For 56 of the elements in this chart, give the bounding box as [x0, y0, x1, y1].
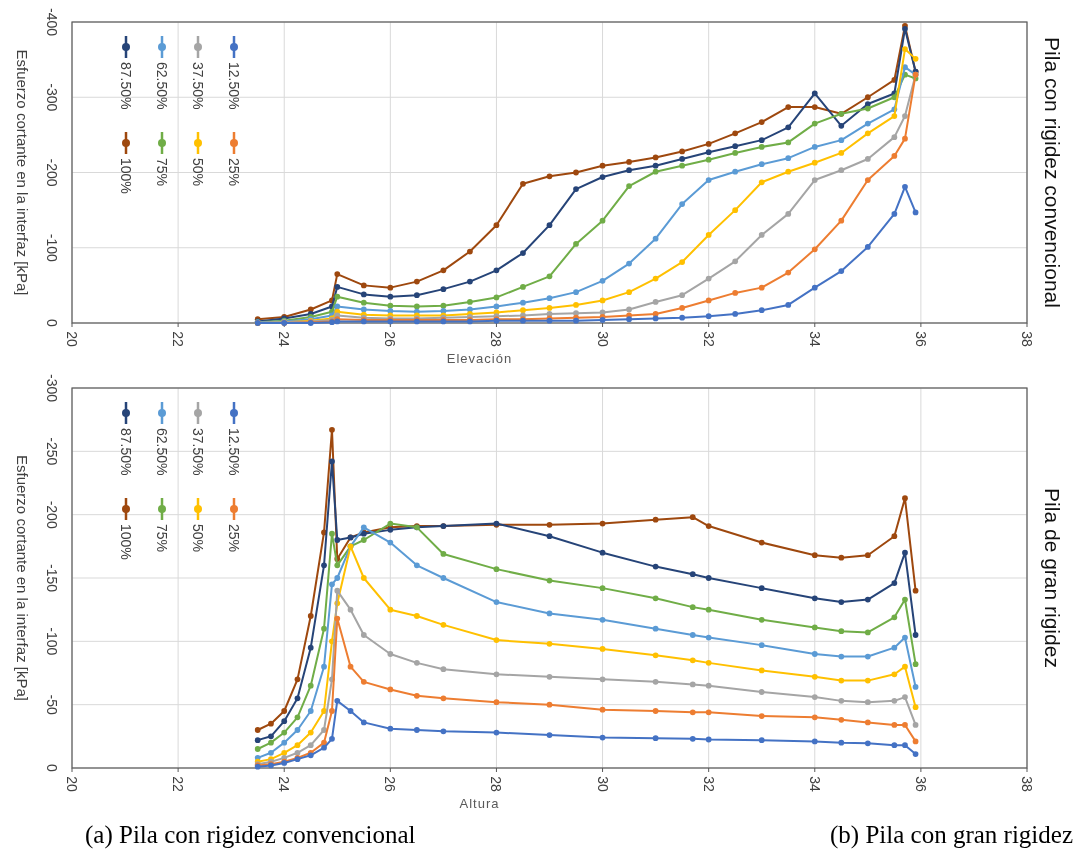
x-tick-label: 22: [170, 776, 187, 792]
text: Pila con rigidez convencional: [1040, 37, 1064, 308]
legend-label: 50%: [190, 158, 206, 187]
x-tick-label: 30: [594, 331, 611, 347]
legend-label: 100%: [118, 158, 134, 194]
y-tick-label: -400: [44, 7, 60, 37]
y-axis-title: Esfuerzo cortante en la interfaz [kPa]: [13, 49, 31, 296]
legend-label: 25%: [226, 158, 242, 187]
x-tick-label: 34: [806, 776, 823, 792]
x-tick-label: 24: [276, 776, 293, 792]
y-tick-label: -100: [44, 233, 60, 262]
legend-label: 37.50%: [190, 62, 206, 110]
x-tick-label: 22: [170, 331, 187, 347]
y-tick-label: -300: [44, 373, 60, 403]
y-tick-label: -200: [44, 500, 60, 529]
text: (b) Pila con gran rigidez: [830, 821, 1073, 849]
x-tick-label: 26: [382, 776, 399, 792]
legend-label: 25%: [226, 524, 242, 553]
legend-label: 12.50%: [226, 62, 242, 110]
y-tick-label: -50: [44, 694, 60, 715]
x-tick-label: 28: [488, 331, 505, 347]
y-tick-label: -100: [44, 627, 60, 656]
y-tick-label: -300: [44, 83, 60, 112]
legend-label: 12.50%: [226, 428, 242, 476]
text: (a) Pila con rigidez convencional: [85, 821, 416, 849]
x-tick-label: 34: [806, 331, 823, 347]
x-tick-label: 38: [1019, 776, 1035, 792]
y-tick-label: -200: [44, 158, 60, 187]
y-tick-label: 0: [44, 319, 60, 328]
x-tick-label: 20: [64, 331, 80, 347]
legend-label: 62.50%: [154, 62, 170, 110]
y-axis-title: Esfuerzo cortante en la interfaz [kPa]: [13, 455, 31, 701]
legend-label: 100%: [118, 524, 134, 560]
x-tick-label: 28: [488, 776, 505, 792]
y-tick-label: -150: [44, 563, 60, 593]
y-tick-label: -250: [44, 437, 60, 466]
legend-label: 87.50%: [118, 62, 134, 110]
y-tick-label: 0: [44, 764, 60, 773]
x-tick-label: 32: [700, 776, 717, 792]
legend-label: 62.50%: [154, 428, 170, 476]
text: Pila de gran rigidez: [1040, 488, 1064, 668]
legend-label: 87.50%: [118, 428, 134, 476]
x-axis-title: Altura: [459, 796, 500, 811]
legend-label: 37.50%: [190, 428, 206, 476]
x-tick-label: 36: [912, 776, 929, 792]
x-tick-label: 36: [912, 331, 929, 347]
legend-label: 75%: [154, 158, 170, 187]
x-axis-title: Elevación: [446, 351, 513, 366]
x-tick-label: 24: [276, 331, 293, 347]
x-tick-label: 20: [64, 776, 80, 792]
x-tick-label: 30: [594, 776, 611, 792]
legend-label: 75%: [154, 524, 170, 553]
legend-label: 50%: [190, 524, 206, 553]
x-tick-label: 26: [382, 331, 399, 347]
x-tick-label: 38: [1019, 331, 1035, 347]
x-tick-label: 32: [700, 331, 717, 347]
